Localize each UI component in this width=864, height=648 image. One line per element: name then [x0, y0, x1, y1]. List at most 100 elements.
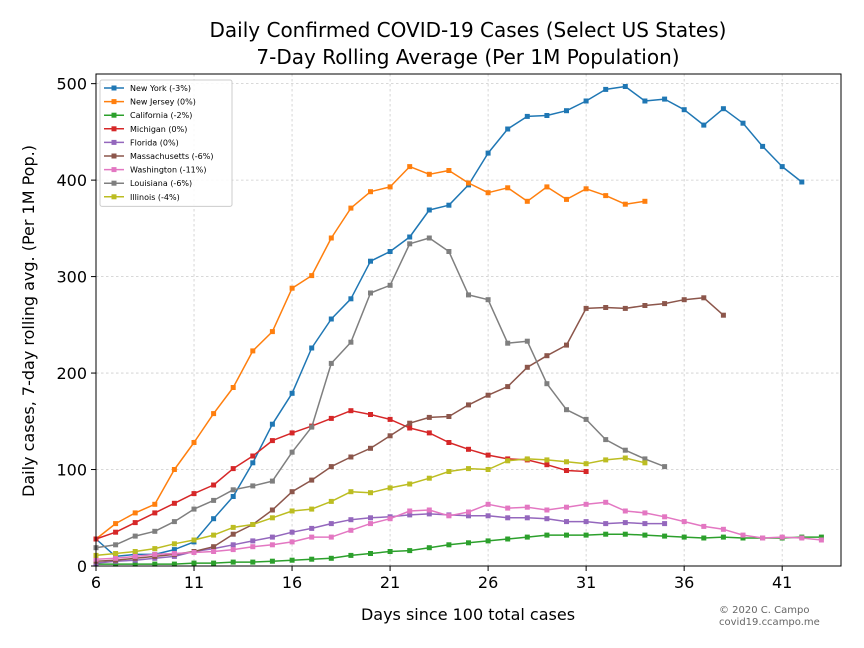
data-point [701, 535, 707, 541]
data-point [407, 164, 413, 170]
data-point [250, 460, 256, 466]
data-point [407, 548, 413, 554]
data-point [681, 107, 687, 113]
data-point [720, 526, 726, 532]
data-point [446, 202, 452, 208]
data-point [309, 477, 315, 483]
data-point [426, 511, 432, 517]
data-point [289, 529, 295, 535]
data-point [524, 198, 530, 204]
data-point [564, 196, 569, 202]
data-point [328, 235, 334, 241]
data-point [368, 515, 373, 521]
data-point [583, 416, 589, 422]
data-point [250, 544, 256, 550]
data-point [622, 531, 628, 537]
data-point [426, 545, 432, 551]
data-point [113, 521, 119, 527]
data-point [211, 516, 217, 522]
y-tick-label: 100 [56, 461, 87, 480]
data-point [387, 549, 393, 554]
data-point [524, 504, 530, 510]
series-2 [93, 531, 824, 567]
data-point [211, 549, 217, 554]
data-point [564, 519, 569, 525]
data-point [387, 433, 393, 439]
legend-label: Louisiana (-6%) [130, 179, 192, 188]
data-point [407, 241, 413, 247]
data-point [505, 515, 511, 521]
data-point [524, 364, 530, 370]
legend-swatch-marker [111, 139, 117, 145]
data-point [622, 508, 628, 514]
data-point [289, 489, 295, 495]
legend-label: Michigan (0%) [130, 125, 187, 134]
data-point [211, 532, 217, 538]
data-point [269, 534, 275, 540]
data-point [269, 438, 275, 444]
data-point [269, 329, 275, 335]
data-point [309, 424, 315, 430]
data-point [818, 537, 824, 543]
data-point [191, 491, 197, 497]
data-point [485, 501, 491, 507]
data-point [505, 505, 511, 511]
data-point [132, 510, 138, 516]
data-point [662, 301, 668, 307]
data-point [485, 392, 491, 398]
data-point [426, 475, 432, 481]
data-point [309, 273, 315, 279]
legend: New York (-3%) New Jersey (0%) California … [99, 79, 233, 207]
data-point [583, 469, 589, 474]
data-point [113, 542, 119, 548]
data-point [603, 457, 609, 463]
data-point [446, 249, 452, 254]
data-point [328, 555, 334, 561]
data-point [407, 481, 413, 487]
series-6 [93, 499, 824, 562]
data-point [622, 455, 628, 461]
data-point [289, 285, 295, 291]
data-point [544, 462, 550, 468]
data-point [583, 532, 589, 538]
data-point [603, 499, 609, 505]
data-point [348, 527, 354, 533]
data-point [269, 507, 275, 513]
data-point [348, 489, 354, 495]
data-point [113, 551, 119, 556]
legend-label: Washington (-11%) [130, 166, 206, 175]
data-point [211, 560, 217, 566]
data-point [701, 523, 707, 529]
data-point [368, 551, 373, 556]
y-tick-label: 0 [77, 557, 87, 576]
data-point [426, 430, 432, 436]
data-point [171, 500, 177, 506]
data-point [544, 113, 550, 118]
data-point [211, 482, 217, 488]
data-point [505, 536, 511, 542]
data-point [622, 305, 628, 311]
data-point [818, 534, 824, 540]
data-point [250, 453, 256, 459]
data-point [348, 205, 354, 211]
data-point [132, 520, 138, 526]
data-point [171, 547, 177, 553]
data-point [289, 430, 295, 436]
data-point [544, 516, 550, 522]
data-point [622, 520, 628, 526]
series-line [95, 409, 587, 540]
data-point [583, 461, 589, 467]
data-point [662, 96, 668, 102]
data-point [269, 478, 275, 484]
data-point [544, 353, 550, 359]
data-point [466, 402, 471, 408]
data-point [681, 519, 687, 525]
data-point [720, 312, 726, 318]
data-point [171, 561, 177, 567]
data-point [544, 507, 550, 513]
data-point [309, 506, 315, 512]
data-point [387, 249, 393, 254]
data-point [642, 303, 648, 308]
data-point [250, 483, 256, 489]
data-point [211, 544, 217, 550]
